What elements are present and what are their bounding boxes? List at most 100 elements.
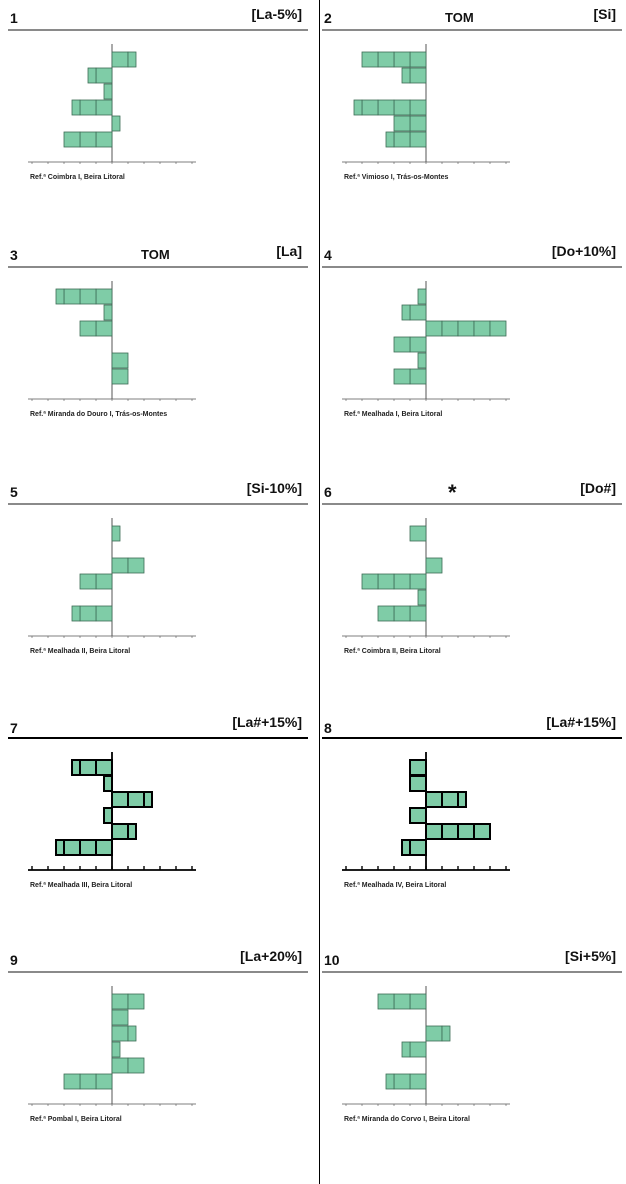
bar-chart-svg: [28, 752, 196, 871]
tonality-label: TOM: [445, 10, 474, 25]
bar-cell: [63, 839, 81, 856]
bar-cell: [393, 368, 411, 385]
header-rule: [8, 737, 308, 739]
bar-cell: [401, 1041, 411, 1058]
chart-number: 8: [324, 720, 332, 736]
bar-cell: [473, 320, 491, 337]
bar-chart-svg: [342, 752, 510, 871]
chart-panel-8: 8 [La#+15%] Ref.ª Mealhada IV, Beira Litor…: [320, 714, 626, 948]
reference-label: Ref.ª Vimioso I, Trás-os-Montes: [344, 174, 449, 181]
header-rule: [322, 29, 622, 31]
bar-cell: [409, 605, 427, 622]
bar-4: [393, 336, 427, 353]
header-rule: [8, 29, 308, 31]
bar-cell: [409, 51, 427, 68]
bar-cell: [401, 67, 411, 84]
bar-cell: [409, 525, 427, 542]
pitch-tag: [La]: [276, 243, 302, 259]
bar-1: [361, 51, 427, 68]
bar-chart-svg: [28, 986, 196, 1106]
bar-cell: [63, 288, 81, 305]
bar-cell: [87, 67, 97, 84]
bar-5: [111, 823, 137, 840]
bar-cell: [95, 99, 113, 116]
bar-3: [425, 557, 443, 574]
bar-cell: [377, 605, 395, 622]
header-rule: [322, 503, 622, 505]
bar-6: [63, 1073, 113, 1090]
header-rule: [322, 971, 622, 973]
reference-label: Ref.ª Mealhada IV, Beira Litoral: [344, 882, 447, 889]
bar-4: [401, 1041, 427, 1058]
bar-6: [71, 605, 113, 622]
pitch-tag: [La#+15%]: [546, 714, 616, 730]
bar-cell: [127, 791, 145, 808]
bar-cell: [441, 320, 459, 337]
bar-2: [103, 304, 113, 321]
bar-cell: [425, 791, 443, 808]
column-divider: [319, 0, 320, 1184]
bar-3: [111, 557, 145, 574]
bar-cell: [409, 304, 427, 321]
chart-panel-2: 2 TOM [Si] Ref.ª Vimioso I, Trás-os-Montes: [320, 6, 626, 240]
chart-panel-4: 4 [Do+10%] Ref.ª Mealhada I, Beira Litoral: [320, 243, 626, 477]
bar-chart-svg: [342, 986, 510, 1106]
bar-4: [409, 807, 427, 824]
bar-4: [111, 1041, 121, 1058]
bar-4: [103, 807, 113, 824]
bar-cell: [425, 320, 443, 337]
bar-cell: [79, 759, 97, 776]
reference-label: Ref.ª Mealhada I, Beira Litoral: [344, 411, 443, 418]
bar-cell: [111, 51, 129, 68]
bar-cell: [425, 557, 443, 574]
chart-panel-10: 10 [Si+5%] Ref.ª Miranda do Corvo I, Beira…: [320, 948, 626, 1182]
bar-6: [55, 839, 113, 856]
bar-cell: [95, 605, 113, 622]
bar-cell: [79, 288, 97, 305]
bar-cell: [127, 1057, 145, 1074]
bar-cell: [111, 823, 129, 840]
header-rule: [8, 971, 308, 973]
chart-number: 10: [324, 952, 340, 968]
bar-cell: [417, 352, 427, 369]
bar-cell: [409, 573, 427, 590]
bar-cell: [361, 99, 379, 116]
bar-cell: [441, 823, 459, 840]
bar-cell: [95, 1073, 113, 1090]
bar-5: [425, 823, 491, 840]
bar-cell: [393, 131, 411, 148]
bar-6: [111, 368, 129, 385]
header-rule: [322, 737, 622, 739]
bar-1: [71, 759, 113, 776]
bar-cell: [111, 352, 129, 369]
bar-cell: [71, 605, 81, 622]
bar-4: [353, 99, 427, 116]
bar-cell: [95, 573, 113, 590]
bar-6: [385, 1073, 427, 1090]
bar-cell: [103, 775, 113, 792]
bar-1: [111, 51, 137, 68]
bar-2: [401, 304, 427, 321]
bar-cell: [393, 573, 411, 590]
bar-cell: [79, 839, 97, 856]
bar-cell: [409, 131, 427, 148]
bar-6: [385, 131, 427, 148]
bar-3: [103, 83, 113, 100]
chart-number: 7: [10, 720, 18, 736]
bar-cell: [393, 336, 411, 353]
reference-label: Ref.ª Miranda do Corvo I, Beira Litoral: [344, 1116, 470, 1123]
chart-number: 2: [324, 10, 332, 26]
tonality-label: TOM: [141, 247, 170, 262]
bar-cell: [95, 131, 113, 148]
bar-cell: [71, 759, 81, 776]
header-rule: [322, 266, 622, 268]
bar-cell: [377, 99, 395, 116]
pitch-tag: [Si+5%]: [565, 948, 616, 964]
bar-cell: [95, 67, 113, 84]
bar-cell: [457, 320, 475, 337]
bar-3: [111, 791, 153, 808]
bar-3: [79, 320, 113, 337]
bar-4: [71, 99, 113, 116]
bar-cell: [111, 1057, 129, 1074]
bar-4: [79, 573, 113, 590]
